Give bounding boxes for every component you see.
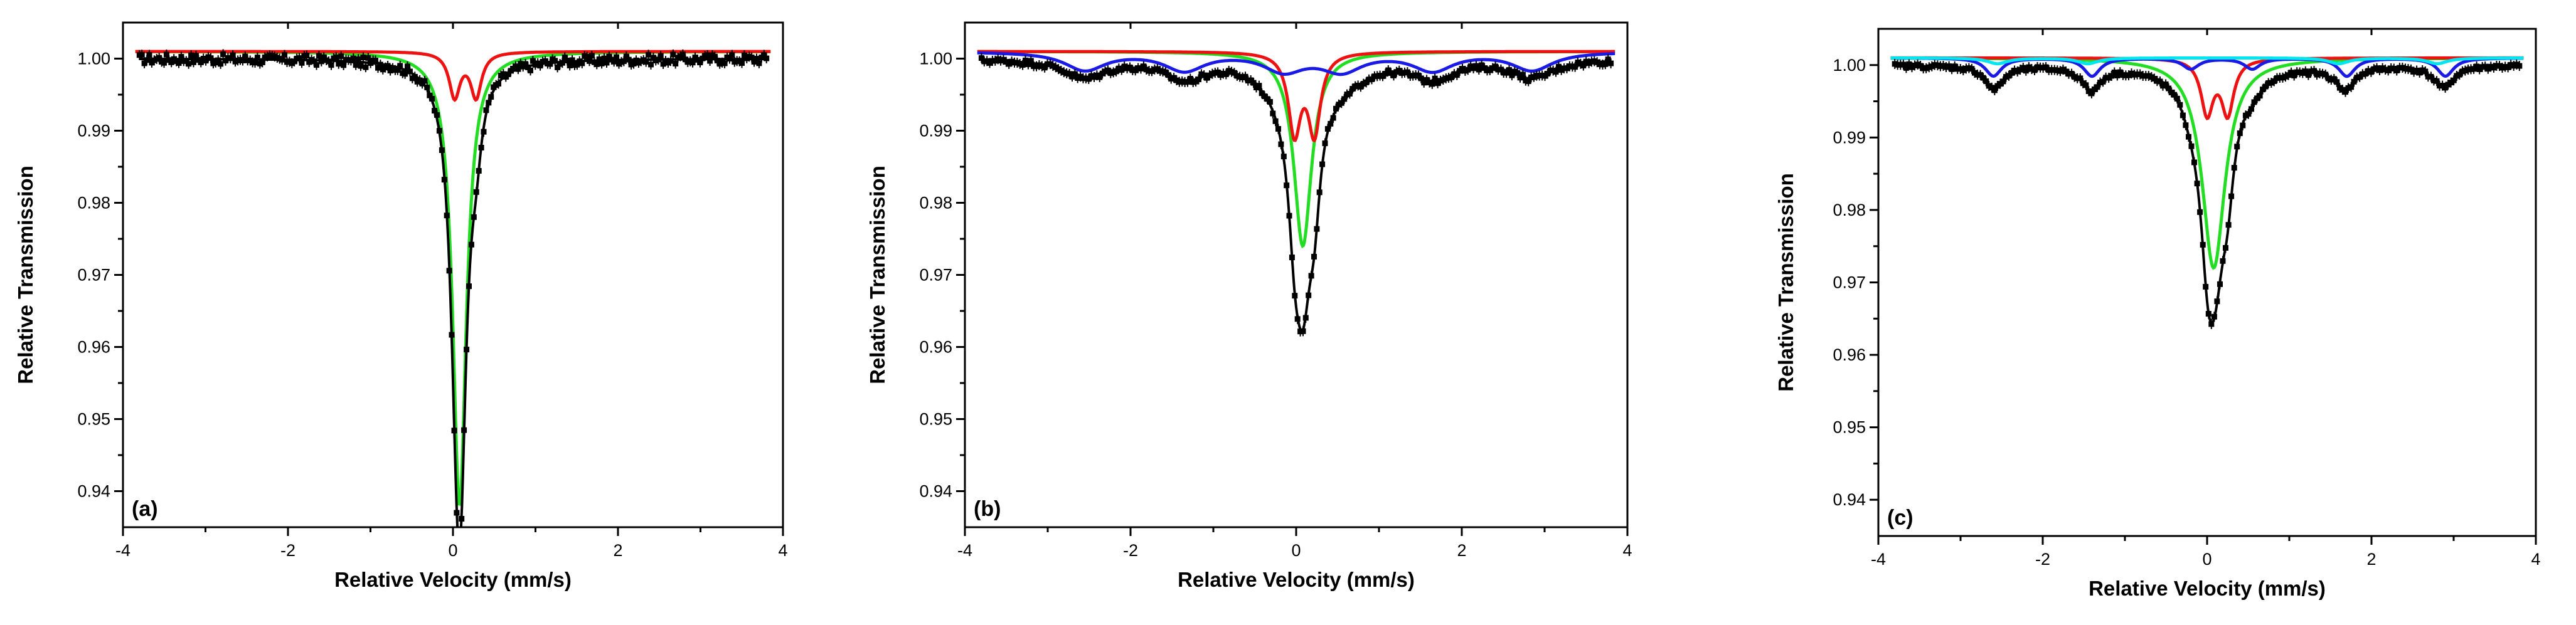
y-tick-label: 0.97 [1833, 273, 1866, 292]
y-tick-label: 0.98 [1833, 201, 1866, 219]
plot-area [977, 50, 1615, 337]
panel-c: -4 -2 0 2 4 0.94 0.95 0.96 0.97 0.98 0.99 1.00 Relat… [1774, 28, 2541, 600]
plot-area [1890, 56, 2524, 329]
x-tick-label: -4 [1871, 550, 1886, 569]
x-tick-label: 2 [2366, 550, 2376, 569]
x-tick-label: -4 [115, 541, 130, 560]
panel-a: -4 -2 0 2 4 0.94 0.95 0.96 0.97 0.98 0.99 1.00 Relat… [14, 21, 788, 591]
series-line-cyan-sextet [1890, 56, 2524, 66]
y-tick-label: 0.98 [919, 194, 952, 213]
x-tick-label: -2 [2035, 550, 2050, 569]
panel-b: -4 -2 0 2 4 0.94 0.95 0.96 0.97 0.98 0.99 1.00 Relat… [866, 21, 1632, 591]
series-line-green-doublet [1890, 56, 2524, 270]
y-tick-label: 1.00 [1833, 56, 1866, 75]
y-axis-title: Relative Transmission [1774, 173, 1797, 391]
y-tick-label: 0.94 [919, 482, 952, 501]
x-tick-label: 4 [778, 541, 787, 560]
series-line-green-doublet [977, 50, 1615, 249]
y-tick-label: 0.97 [77, 266, 110, 285]
total-fit-line [139, 58, 767, 527]
y-tick-label: 0.96 [1833, 345, 1866, 364]
panel-label: (a) [132, 497, 158, 521]
y-axis-title: Relative Transmission [866, 165, 889, 384]
y-tick-label: 0.94 [77, 482, 110, 501]
series-line-red-doublet [1890, 56, 2524, 120]
y-tick-label: 0.99 [1833, 128, 1866, 147]
series-line-red-doublet [977, 50, 1615, 143]
y-tick-label: 0.96 [919, 338, 952, 357]
x-tick-label: 0 [448, 541, 457, 560]
y-tick-label: 1.00 [919, 50, 952, 68]
y-tick-label: 0.99 [77, 122, 110, 140]
y-tick-label: 0.95 [1833, 418, 1866, 437]
x-tick-label: 2 [1457, 541, 1466, 560]
plot-area [135, 49, 771, 527]
x-tick-label: 2 [613, 541, 622, 560]
x-tick-label: -4 [957, 541, 972, 560]
y-tick-label: 0.95 [77, 410, 110, 429]
y-tick-label: 0.95 [919, 410, 952, 429]
series-line-blue-sextet [977, 51, 1615, 76]
x-axis-title: Relative Velocity (mm/s) [2089, 577, 2326, 600]
total-fit-line [981, 59, 1611, 334]
y-tick-label: 0.94 [1833, 490, 1866, 509]
series-line-red-doublet [135, 50, 771, 102]
panel-label: (b) [974, 497, 1001, 521]
y-tick-label: 0.97 [919, 266, 952, 285]
y-tick-label: 0.99 [919, 122, 952, 140]
x-axis-title: Relative Velocity (mm/s) [334, 568, 572, 591]
x-tick-label: -2 [280, 541, 295, 560]
y-axis-title: Relative Transmission [14, 165, 37, 384]
y-tick-label: 0.98 [77, 194, 110, 213]
y-tick-label: 0.96 [77, 338, 110, 357]
plot-frame [964, 21, 1629, 528]
x-tick-label: 0 [1291, 541, 1301, 560]
x-tick-label: 4 [2531, 550, 2540, 569]
x-axis-title: Relative Velocity (mm/s) [1178, 568, 1415, 591]
series-line-green-doublet [135, 50, 771, 506]
plot-frame [1877, 28, 2537, 537]
x-tick-label: -2 [1123, 541, 1138, 560]
y-tick-label: 1.00 [77, 50, 110, 68]
x-tick-label: 4 [1622, 541, 1632, 560]
x-tick-label: 0 [2202, 550, 2211, 569]
panel-label: (c) [1887, 506, 1913, 530]
total-fit-line [1895, 65, 2520, 325]
